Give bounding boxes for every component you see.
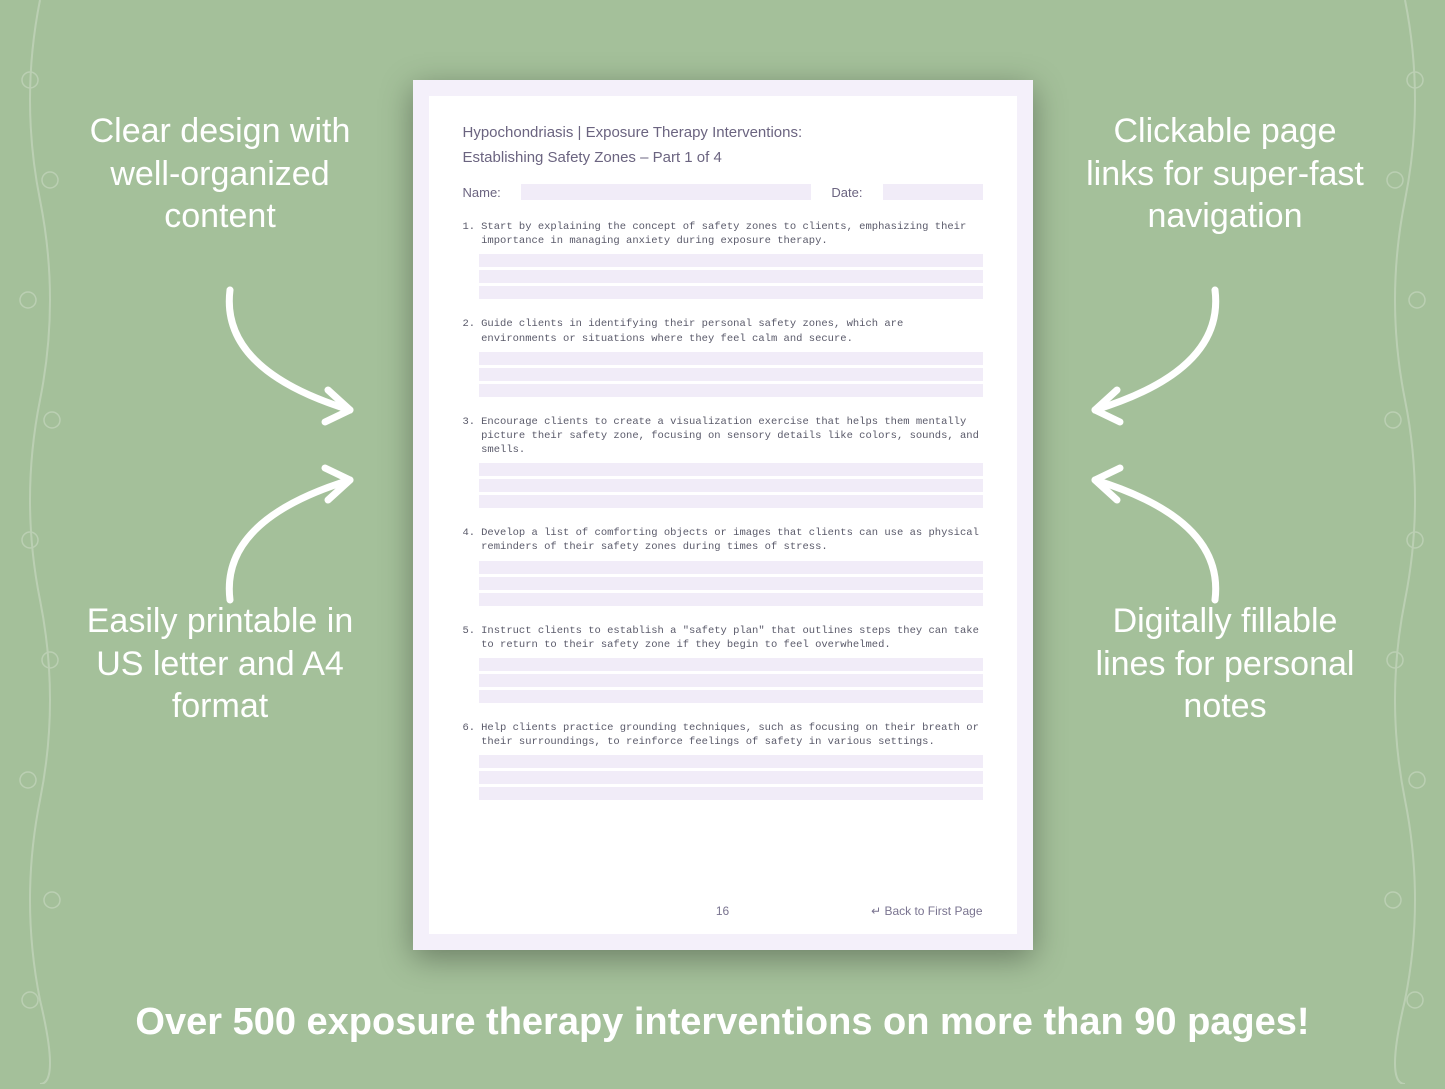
list-item: 6.Help clients practice grounding techni…	[463, 721, 983, 800]
list-item: 1.Start by explaining the concept of saf…	[463, 220, 983, 299]
page-footer: 16 ↵ Back to First Page	[463, 904, 983, 918]
items-list: 1.Start by explaining the concept of saf…	[463, 220, 983, 800]
list-item: 2.Guide clients in identifying their per…	[463, 317, 983, 396]
fill-lines[interactable]	[479, 254, 983, 299]
item-text: Encourage clients to create a visualizat…	[481, 415, 982, 458]
callout-bottom-right: Digitally fillable lines for personal no…	[1085, 600, 1365, 728]
page-header-title: Hypochondriasis | Exposure Therapy Inter…	[463, 124, 983, 141]
document-page: Hypochondriasis | Exposure Therapy Inter…	[413, 80, 1033, 950]
page-number: 16	[716, 904, 729, 918]
fill-lines[interactable]	[479, 352, 983, 397]
list-item: 5.Instruct clients to establish a "safet…	[463, 624, 983, 703]
vine-decoration-left	[0, 0, 80, 1084]
item-text: Start by explaining the concept of safet…	[481, 220, 982, 248]
list-item: 4.Develop a list of comforting objects o…	[463, 526, 983, 605]
item-number: 2.	[463, 317, 476, 345]
arrow-bottom-right-icon	[1065, 450, 1235, 610]
footer-banner: Over 500 exposure therapy interventions …	[0, 1001, 1445, 1044]
fill-lines[interactable]	[479, 658, 983, 703]
callout-top-left: Clear design with well-organized content	[80, 110, 360, 238]
item-text: Guide clients in identifying their perso…	[481, 317, 982, 345]
item-number: 5.	[463, 624, 476, 652]
name-date-row: Name: Date:	[463, 184, 983, 200]
name-field[interactable]	[521, 184, 812, 200]
item-number: 3.	[463, 415, 476, 458]
vine-decoration-right	[1365, 0, 1445, 1084]
arrow-top-right-icon	[1065, 280, 1235, 440]
callout-bottom-left: Easily printable in US letter and A4 for…	[80, 600, 360, 728]
item-text: Help clients practice grounding techniqu…	[481, 721, 982, 749]
item-number: 6.	[463, 721, 476, 749]
name-label: Name:	[463, 185, 501, 200]
item-number: 4.	[463, 526, 476, 554]
callout-top-right: Clickable page links for super-fast navi…	[1085, 110, 1365, 238]
arrow-top-left-icon	[210, 280, 380, 440]
item-text: Instruct clients to establish a "safety …	[481, 624, 982, 652]
fill-lines[interactable]	[479, 463, 983, 508]
item-text: Develop a list of comforting objects or …	[481, 526, 982, 554]
list-item: 3.Encourage clients to create a visualiz…	[463, 415, 983, 509]
back-to-first-link[interactable]: ↵ Back to First Page	[871, 904, 982, 918]
date-label: Date:	[831, 185, 862, 200]
fill-lines[interactable]	[479, 755, 983, 800]
arrow-bottom-left-icon	[210, 450, 380, 610]
date-field[interactable]	[883, 184, 983, 200]
fill-lines[interactable]	[479, 561, 983, 606]
item-number: 1.	[463, 220, 476, 248]
page-header-subtitle: Establishing Safety Zones – Part 1 of 4	[463, 149, 983, 166]
